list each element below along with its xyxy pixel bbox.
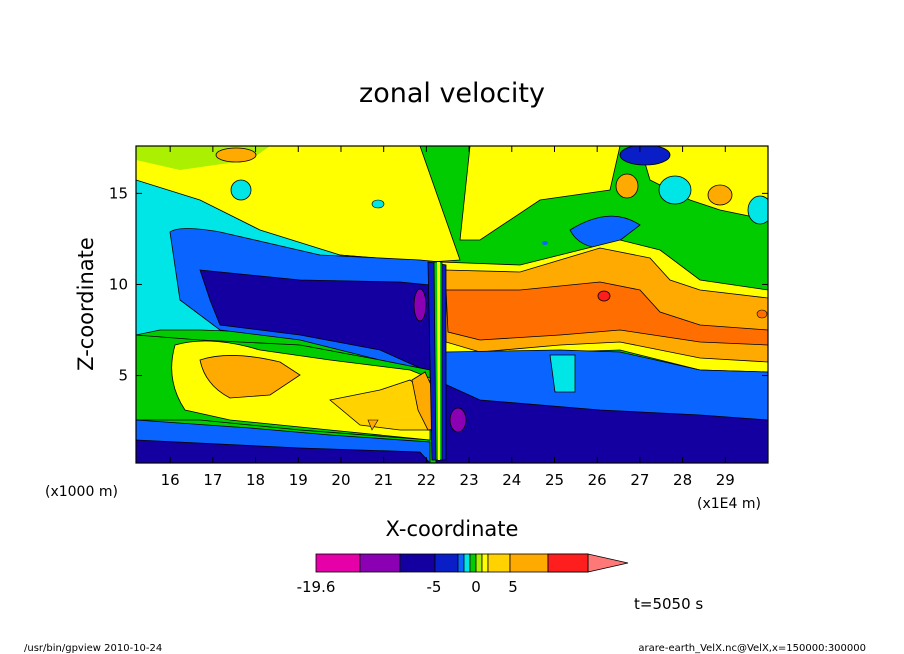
- y-tick-label: 5: [118, 367, 128, 385]
- x-tick-label: 22: [417, 471, 436, 489]
- x-tick-label: 27: [630, 471, 649, 489]
- x-tick-label: 21: [374, 471, 393, 489]
- chart-title: zonal velocity: [359, 78, 545, 109]
- colorbar-segment: [315, 553, 361, 573]
- x-axis-title: X-coordinate: [386, 517, 519, 541]
- x-axis: 16 17 18 19 20 21 22 23 24 25 26 27 28 29: [161, 146, 735, 489]
- colorbar-segment: [359, 553, 401, 573]
- x-unit-left: (x1000 m): [45, 484, 118, 500]
- y-tick-label: 15: [109, 184, 128, 202]
- footer-right: arare-earth_VelX.nc@VelX,x=150000:300000: [638, 643, 866, 654]
- x-tick-label: 17: [203, 471, 222, 489]
- x-tick-label: 18: [246, 471, 265, 489]
- colorbar-label: -19.6: [297, 578, 336, 596]
- colorbar-segment: [463, 553, 471, 573]
- time-label: t=5050 s: [634, 595, 703, 613]
- x-tick-label: 28: [673, 471, 692, 489]
- x-tick-label: 20: [331, 471, 350, 489]
- colorbar-segment: [509, 553, 549, 573]
- x-tick-label: 29: [716, 471, 735, 489]
- colorbar-segment: [475, 553, 483, 573]
- colorbar-label: 0: [471, 578, 481, 596]
- colorbar-segment: [457, 553, 465, 573]
- colorbar-segment: [399, 553, 436, 573]
- colorbar-label: -5: [427, 578, 442, 596]
- colorbar: [315, 553, 629, 573]
- colorbar-segment: [547, 553, 589, 573]
- y-tick-label: 10: [109, 275, 128, 293]
- x-tick-label: 19: [289, 471, 308, 489]
- y-axis: 5 10 15: [109, 184, 768, 385]
- colorbar-segment: [481, 553, 489, 573]
- x-tick-label: 16: [161, 471, 180, 489]
- colorbar-segment: [469, 553, 477, 573]
- footer-left: /usr/bin/gpview 2010-10-24: [24, 643, 162, 654]
- x-tick-label: 24: [502, 471, 521, 489]
- plot-frame: [135, 145, 769, 464]
- colorbar-segment: [434, 553, 459, 573]
- x-tick-label: 23: [460, 471, 479, 489]
- colorbar-segment: [487, 553, 511, 573]
- x-tick-label: 26: [588, 471, 607, 489]
- x-unit-right: (x1E4 m): [697, 496, 761, 512]
- x-tick-label: 25: [545, 471, 564, 489]
- colorbar-label: 5: [508, 578, 518, 596]
- contour-field: [136, 146, 768, 463]
- colorbar-labels: -19.6 -5 0 5: [297, 578, 518, 596]
- y-axis-title: Z-coordinate: [74, 237, 98, 371]
- colorbar-arrow: [587, 553, 629, 573]
